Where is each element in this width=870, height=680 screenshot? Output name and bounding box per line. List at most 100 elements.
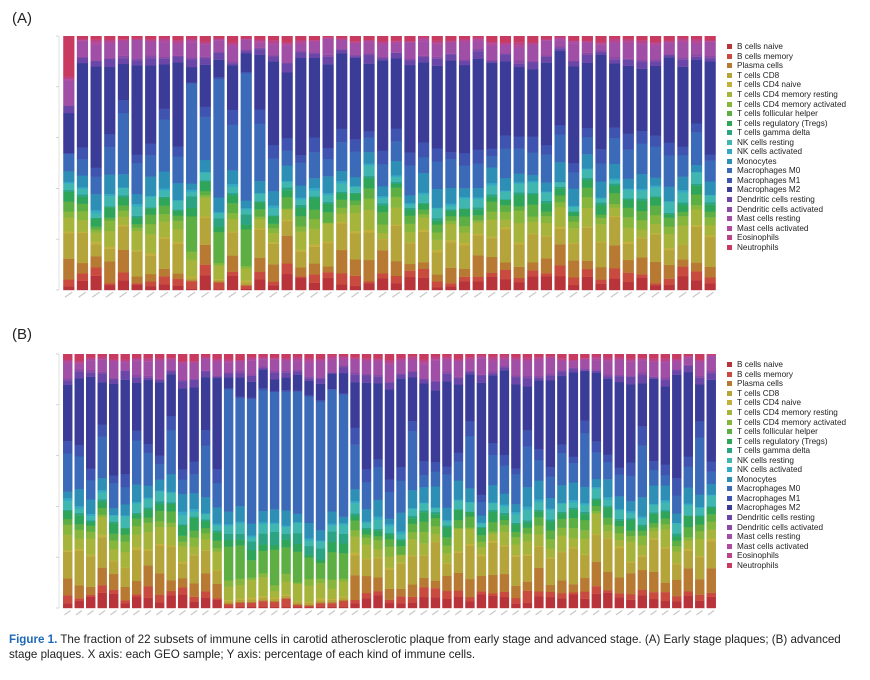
- bar-segment: [431, 274, 443, 282]
- bar-segment: [581, 168, 593, 170]
- bar-segment: [322, 194, 334, 203]
- bar-segment: [76, 147, 89, 160]
- bar-segment: [527, 69, 539, 137]
- bar-segment: [568, 40, 580, 42]
- bar-segment: [554, 244, 566, 266]
- x-tick-label: [91, 291, 100, 298]
- bar-segment: [377, 36, 389, 42]
- bar-segment: [308, 53, 321, 59]
- bar-segment: [418, 194, 430, 203]
- bar-segment: [258, 354, 268, 357]
- bar-segment: [499, 279, 512, 291]
- bar-segment: [636, 274, 648, 278]
- x-tick-label: [523, 610, 531, 616]
- bar-segment: [373, 458, 383, 468]
- bar-segment: [430, 514, 441, 519]
- bar-segment: [568, 507, 579, 510]
- legend-item: T cells follicular helper: [727, 427, 867, 437]
- bar-segment: [327, 371, 337, 373]
- bar-segment: [74, 538, 84, 549]
- bar-segment: [511, 504, 521, 513]
- bar-segment: [595, 267, 607, 280]
- bar-segment: [557, 551, 567, 553]
- bar-segment: [336, 223, 348, 251]
- bar-segment: [373, 359, 383, 362]
- bar-segment: [499, 525, 510, 532]
- sample-bar: [281, 354, 291, 609]
- bar-segment: [97, 489, 107, 493]
- bar-segment: [595, 217, 607, 225]
- sample-bar: [86, 354, 96, 609]
- bar-segment: [200, 532, 211, 540]
- bar-segment: [637, 595, 648, 609]
- bar-segment: [246, 399, 257, 524]
- bar-segment: [117, 195, 129, 198]
- bar-segment: [384, 538, 395, 547]
- bar-segment: [246, 354, 257, 358]
- bar-segment: [166, 360, 176, 370]
- bar-segment: [86, 360, 96, 371]
- bar-segment: [304, 585, 314, 602]
- bar-segment: [308, 190, 321, 197]
- bar-segment: [557, 503, 567, 512]
- bar-segment: [199, 43, 211, 45]
- bar-segment: [476, 375, 487, 383]
- bar-segment: [419, 354, 429, 360]
- bar-segment: [472, 51, 484, 59]
- bar-segment: [109, 523, 119, 534]
- sample-bar: [240, 36, 252, 291]
- bar-segment: [472, 58, 484, 150]
- bar-segment: [581, 268, 593, 277]
- bar-segment: [143, 586, 153, 599]
- bar-segment: [235, 585, 245, 599]
- bar-segment: [407, 370, 418, 373]
- bar-segment: [327, 357, 337, 361]
- bar-segment: [568, 163, 580, 173]
- bar-segment: [240, 285, 252, 290]
- bar-segment: [200, 549, 211, 551]
- bar-segment: [545, 508, 556, 511]
- bar-segment: [361, 361, 372, 375]
- bar-segment: [677, 66, 689, 147]
- bar-segment: [154, 463, 165, 480]
- bar-segment: [522, 581, 533, 591]
- x-tick-label: [637, 291, 646, 298]
- bar-segment: [595, 214, 607, 218]
- x-tick-label: [592, 610, 600, 616]
- bar-segment: [472, 41, 484, 50]
- bar-segment: [486, 155, 498, 168]
- bar-segment: [267, 233, 280, 243]
- bar-segment: [545, 530, 556, 540]
- bar-segment: [499, 53, 512, 55]
- bar-segment: [377, 60, 389, 151]
- bar-segment: [76, 280, 89, 291]
- bar-segment: [472, 233, 484, 236]
- bar-segment: [672, 601, 682, 609]
- bar-segment: [158, 190, 170, 197]
- bar-segment: [486, 62, 498, 149]
- bar-segment: [636, 210, 648, 221]
- bar-segment: [200, 513, 211, 515]
- bar-segment: [650, 233, 662, 235]
- bar-segment: [172, 278, 184, 287]
- bar-segment: [609, 138, 621, 164]
- bar-segment: [431, 207, 443, 209]
- bar-segment: [131, 58, 143, 61]
- bar-segment: [145, 155, 157, 177]
- bar-segment: [407, 556, 418, 585]
- bar-segment: [223, 533, 234, 541]
- bar-segment: [557, 580, 567, 594]
- legend-swatch: [727, 524, 732, 530]
- bar-segment: [626, 376, 636, 385]
- bar-segment: [258, 369, 268, 389]
- bar-segment: [390, 207, 402, 225]
- bar-segment: [677, 59, 689, 67]
- sample-bar: [177, 354, 188, 609]
- bar-segment: [258, 366, 268, 369]
- bar-segment: [499, 546, 510, 575]
- bar-segment: [557, 375, 567, 445]
- bar-segment: [419, 378, 429, 380]
- bar-segment: [690, 43, 703, 55]
- bar-segment: [269, 606, 280, 609]
- bar-segment: [704, 194, 716, 196]
